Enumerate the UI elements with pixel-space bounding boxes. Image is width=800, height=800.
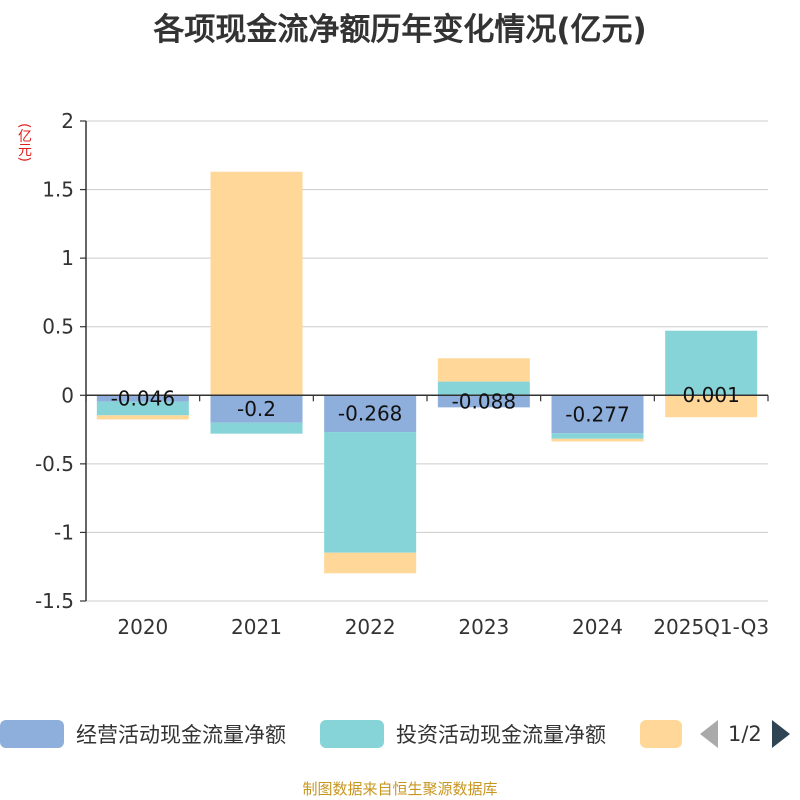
y-tick-label-5: -0.5 xyxy=(35,452,74,476)
data-label-2: -0.268 xyxy=(338,402,402,426)
data-label-1: -0.2 xyxy=(237,397,276,421)
bar-2025Q1-Q3-series-1 xyxy=(665,330,758,396)
chart-title: 各项现金流净额历年变化情况(亿元) xyxy=(153,12,647,48)
bar-2020-series-0 xyxy=(96,395,189,402)
bar-2022-series-2 xyxy=(324,552,417,574)
legend-pager: 1/2 xyxy=(700,716,790,752)
legend-swatch-operating xyxy=(0,720,64,748)
bar-2020-series-1 xyxy=(96,401,189,416)
y-axis-unit-label: (亿元) xyxy=(16,123,32,162)
bar-2025Q1-Q3-series-2 xyxy=(665,395,758,418)
y-tick-label-0: 2 xyxy=(61,109,74,133)
legend-swatch-investing xyxy=(320,720,384,748)
bar-2022-series-1 xyxy=(324,432,417,553)
y-tick-label-6: -1 xyxy=(54,520,74,544)
bar-2021-series-1 xyxy=(210,422,303,434)
legend-page-indicator: 1/2 xyxy=(728,722,762,746)
x-tick-labels: 2020 2021 2022 2023 2024 2025Q1-Q3 xyxy=(117,615,769,639)
bar-2023-series-0 xyxy=(437,395,530,408)
data-label-4: -0.277 xyxy=(565,402,629,426)
bar-2020-series-2 xyxy=(96,415,189,420)
stacked-bar-chart: 2 1.5 1 0.5 0 -0.5 -1 -1.5 2020 2021 2022 2023 2024… xyxy=(35,109,769,639)
data-labels: -0.046 -0.2 -0.268 -0.088 -0.277 0.001 xyxy=(111,383,740,426)
bar-2024-series-0 xyxy=(551,395,644,434)
legend: 经营活动现金流量净额 投资活动现金流量净额 1/2 xyxy=(0,716,800,752)
bars xyxy=(96,171,758,574)
x-tick-label-1: 2021 xyxy=(231,615,282,639)
data-label-5: 0.001 xyxy=(683,383,740,407)
legend-swatch-third xyxy=(640,720,682,748)
y-tick-labels: 2 1.5 1 0.5 0 -0.5 -1 -1.5 xyxy=(35,109,74,613)
y-tick-label-1: 1.5 xyxy=(42,178,74,202)
legend-item-operating[interactable]: 经营活动现金流量净额 xyxy=(0,716,286,752)
x-tick-label-2: 2022 xyxy=(345,615,396,639)
legend-prev-arrow-icon[interactable] xyxy=(700,720,718,748)
bar-2021-series-0 xyxy=(210,395,303,423)
y-tick-label-2: 1 xyxy=(61,246,74,270)
legend-item-investing[interactable]: 投资活动现金流量净额 xyxy=(320,716,606,752)
bar-2024-series-1 xyxy=(551,433,644,439)
data-label-0: -0.046 xyxy=(111,386,175,410)
bar-2022-series-0 xyxy=(324,395,417,433)
x-tick-label-5: 2025Q1-Q3 xyxy=(653,615,769,639)
x-tick-label-4: 2024 xyxy=(572,615,623,639)
axes xyxy=(80,120,769,602)
y-tick-label-7: -1.5 xyxy=(35,589,74,613)
gridlines xyxy=(86,120,768,602)
legend-label-operating: 经营活动现金流量净额 xyxy=(76,723,286,747)
data-source-note: 制图数据来自恒生聚源数据库 xyxy=(302,780,498,798)
y-tick-label-4: 0 xyxy=(61,383,74,407)
bar-2024-series-2 xyxy=(551,438,644,442)
data-label-3: -0.088 xyxy=(452,389,516,413)
bar-2023-series-1 xyxy=(437,381,530,396)
bar-2023-series-2 xyxy=(437,358,530,382)
legend-label-investing: 投资活动现金流量净额 xyxy=(396,723,606,747)
bar-2021-series-2 xyxy=(210,171,303,396)
y-tick-label-3: 0.5 xyxy=(42,315,74,339)
legend-item-third[interactable] xyxy=(640,716,694,752)
x-tick-label-3: 2023 xyxy=(458,615,509,639)
legend-next-arrow-icon[interactable] xyxy=(771,720,790,748)
x-tick-label-0: 2020 xyxy=(117,615,168,639)
